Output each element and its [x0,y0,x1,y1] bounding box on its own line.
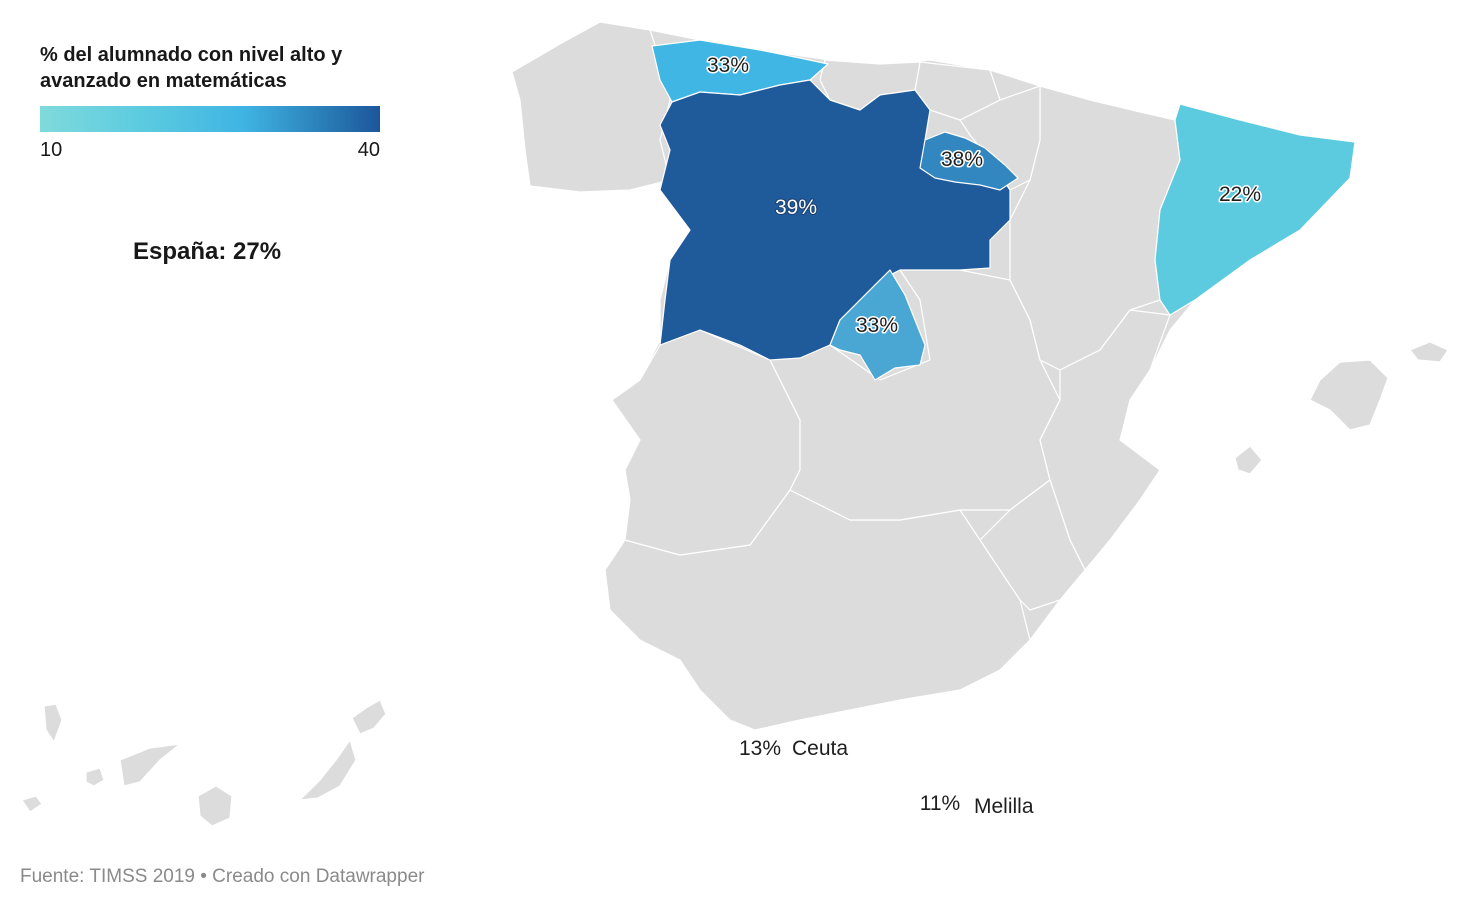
island-canary-la-palma [43,703,63,743]
region-madrid [829,269,926,381]
label-asturias: 33% [707,54,749,77]
label-melilla-value: 11% [920,792,960,815]
legend-max-label: 40 [357,139,380,161]
island-mallorca [1309,359,1389,431]
island-canary-tenerife [119,743,181,787]
region-valencia [1039,309,1171,571]
source-footer: Fuente: TIMSS 2019 • Creado con Datawrap… [20,866,425,887]
label-castilla-y-leon: 39% [775,196,817,219]
legend-gradient-bar [40,106,380,132]
island-ibiza [1234,445,1263,475]
island-canary-gran-canaria [197,785,233,827]
label-ceuta-name: Ceuta [792,737,848,760]
region-galicia [511,21,671,193]
region-cataluna [1154,103,1356,316]
island-canary-lanzarote [351,699,387,735]
label-cataluna: 22% [1219,183,1261,206]
island-canary-fuerteventura [299,739,357,801]
island-canary-la-gomera [85,767,105,787]
label-la-rioja: 38% [941,148,983,171]
region-castilla-y-leon [659,79,1011,361]
legend-ticks: 10 40 [40,139,380,163]
island-menorca [1409,341,1449,363]
region-la-rioja [919,131,1019,191]
color-legend: % del alumnado con nivel alto y avanzado… [40,42,380,163]
legend-min-label: 10 [40,139,63,161]
label-melilla-name: Melilla [974,795,1034,818]
national-summary: España: 27% [133,238,282,265]
label-ceuta-value: 13% [739,737,781,760]
label-madrid: 33% [856,314,898,337]
island-canary-el-hierro [21,795,43,813]
region-murcia [979,479,1086,611]
legend-title: % del alumnado con nivel alto y avanzado… [40,44,343,92]
